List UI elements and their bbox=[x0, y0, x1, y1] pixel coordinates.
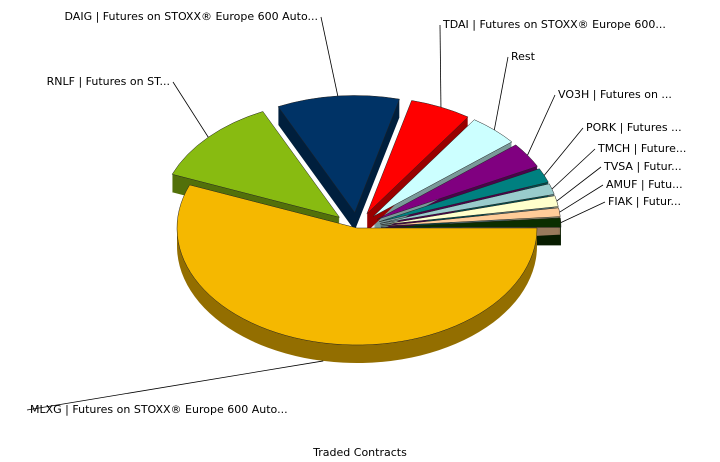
chart-title: Traded Contracts bbox=[312, 446, 407, 459]
leader-line bbox=[559, 184, 604, 213]
leader-line bbox=[26, 360, 324, 411]
slice-label: DAIG | Futures on STOXX® Europe 600 Auto… bbox=[65, 10, 318, 23]
leader-line bbox=[543, 127, 584, 176]
leader-line bbox=[556, 166, 602, 202]
slice-label: AMUF | Futu... bbox=[606, 178, 683, 191]
slice-label: TMCH | Future... bbox=[597, 142, 686, 155]
slice-label: TDAI | Futures on STOXX® Europe 600... bbox=[442, 18, 666, 31]
leader-line bbox=[551, 148, 596, 190]
slice-label: TVSA | Futur... bbox=[603, 160, 682, 173]
leader-line bbox=[320, 16, 339, 97]
slice-label: FIAK | Futur... bbox=[608, 195, 681, 208]
leader-line bbox=[439, 24, 442, 108]
slice bbox=[378, 168, 549, 223]
slice bbox=[380, 195, 559, 226]
slice bbox=[176, 184, 538, 346]
slice-label: MLXG | Futures on STOXX® Europe 600 Auto… bbox=[30, 403, 288, 416]
leader-line bbox=[527, 94, 556, 156]
leader-line bbox=[493, 56, 509, 130]
slice bbox=[372, 119, 513, 217]
slice bbox=[366, 100, 469, 214]
leader-line bbox=[172, 81, 209, 138]
slice-label: VO3H | Futures on ... bbox=[558, 88, 672, 101]
slice bbox=[171, 111, 341, 218]
leader-line bbox=[560, 201, 606, 223]
slice-label: Rest bbox=[511, 50, 536, 63]
slice-label: RNLF | Futures on ST... bbox=[47, 75, 170, 88]
slice-label: PORK | Futures ... bbox=[586, 121, 682, 134]
